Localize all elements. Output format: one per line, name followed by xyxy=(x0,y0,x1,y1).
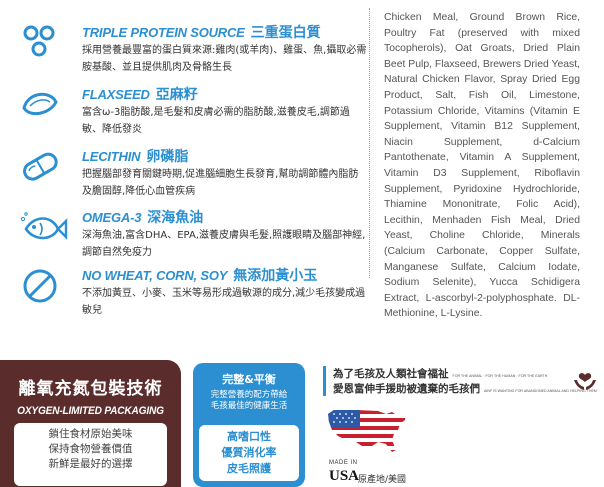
balance-line: 高嗜口性 xyxy=(227,430,271,443)
packaging-body: 鎖住食材原始美味 保持食物營養價值 新鮮是最好的選擇 xyxy=(14,423,167,486)
feature-desc: 深海魚油,富含DHA、EPA,滋養皮膚與毛髮,照護眼睛及腦部神經,調節自然免疫力 xyxy=(82,230,366,258)
balance-title: 完整&平衡 xyxy=(222,373,276,386)
feature-title: LECITHIN 卵磷脂 xyxy=(82,148,189,164)
feature-desc: 不添加黃豆、小麥、玉米等易形成過敏源的成分,減少毛孩變成過敏兒 xyxy=(82,288,366,316)
feature-lecithin: LECITHIN 卵磷脂 把握腦部發育關鍵時期,促進腦細胞生長發育,幫助調節體內脂… xyxy=(20,146,360,197)
usa-flag-map-icon xyxy=(328,410,406,452)
packaging-line: 保持食物營養價值 xyxy=(48,443,133,455)
capsule-icon xyxy=(23,152,58,181)
no-icon xyxy=(23,269,57,303)
feature-desc: 富含ω-3脂肪酸,是毛髮和皮膚必需的脂肪酸,滋養皮毛,調節過敏、降低發炎 xyxy=(82,107,350,135)
charity-line-1: 為了毛孩及人類社會福祉 FOR THE ANIMAL · FOR THE HUMA… xyxy=(333,368,548,380)
origin-label: 原產地/美國 xyxy=(358,475,407,485)
feature-flaxseed: FLAXSEED 亞麻籽 富含ω-3脂肪酸,是毛髮和皮膚必需的脂肪酸,滋養皮毛,調… xyxy=(20,84,360,135)
balance-line: 優質消化率 xyxy=(221,446,277,459)
balance-body: 高嗜口性 優質消化率 皮毛照護 xyxy=(199,425,299,481)
fish-icon xyxy=(20,212,68,240)
balance-sub: 完整營養的配方帶給 毛孩最佳的健康生活 xyxy=(193,390,305,412)
feature-title: TRIPLE PROTEIN SOURCE 三重蛋白質 xyxy=(82,24,321,40)
packaging-panel: 離氧充氮包裝技術 OXYGEN-LIMITED PACKAGING 鎖住食材原始… xyxy=(0,360,181,487)
balance-panel: 完整&平衡 完整營養的配方帶給 毛孩最佳的健康生活 高嗜口性 優質消化率 皮毛照… xyxy=(193,363,305,487)
balance-sub-line: 毛孩最佳的健康生活 xyxy=(210,401,288,411)
feature-title: OMEGA-3 深海魚油 xyxy=(82,209,204,225)
hands-heart-icon xyxy=(574,373,596,390)
feature-desc: 採用營養最豐富的蛋白質來源:雞肉(或羊肉)、雞蛋、魚,攝取必需胺基酸、並且提供肌… xyxy=(82,45,367,73)
packaging-title-zh: 離氧充氮包裝技術 xyxy=(18,379,163,399)
feature-no-grain: NO WHEAT, CORN, SOY 無添加黃小玉 不添加黃豆、小麥、玉米等易形… xyxy=(20,265,365,316)
feature-title: FLAXSEED 亞麻籽 xyxy=(82,86,198,102)
country-label: USA xyxy=(329,468,360,484)
feature-desc: 把握腦部發育關鍵時期,促進腦細胞生長發育,幫助調節體內脂肪及膽固醇,降低心血管疾… xyxy=(82,169,359,197)
column-divider xyxy=(369,8,370,278)
protein-icon xyxy=(23,25,55,57)
packaging-title-en: OXYGEN-LIMITED PACKAGING xyxy=(17,405,164,417)
packaging-line: 鎖住食材原始美味 xyxy=(48,428,133,440)
made-in-label: MADE IN xyxy=(329,460,358,466)
ingredients-list: Chicken Meal, Ground Brown Rice, Poultry… xyxy=(384,12,580,320)
balance-line: 皮毛照護 xyxy=(227,462,271,475)
balance-sub-line: 完整營養的配方帶給 xyxy=(210,390,288,400)
charity-accent-bar xyxy=(323,366,326,396)
feature-title: NO WHEAT, CORN, SOY 無添加黃小玉 xyxy=(82,267,318,283)
flaxseed-icon xyxy=(22,92,58,116)
feature-protein: TRIPLE PROTEIN SOURCE 三重蛋白質 採用營養最豐富的蛋白質來源… xyxy=(20,22,366,73)
packaging-line: 新鮮是最好的選擇 xyxy=(48,458,133,470)
feature-omega3: OMEGA-3 深海魚油 深海魚油,富含DHA、EPA,滋養皮膚與毛髮,照護眼睛及… xyxy=(20,207,365,258)
charity-line-2: 愛恩富伸手援助被遺棄的毛孩們 AINF IS WANTING FOR ABANDO… xyxy=(333,383,597,395)
